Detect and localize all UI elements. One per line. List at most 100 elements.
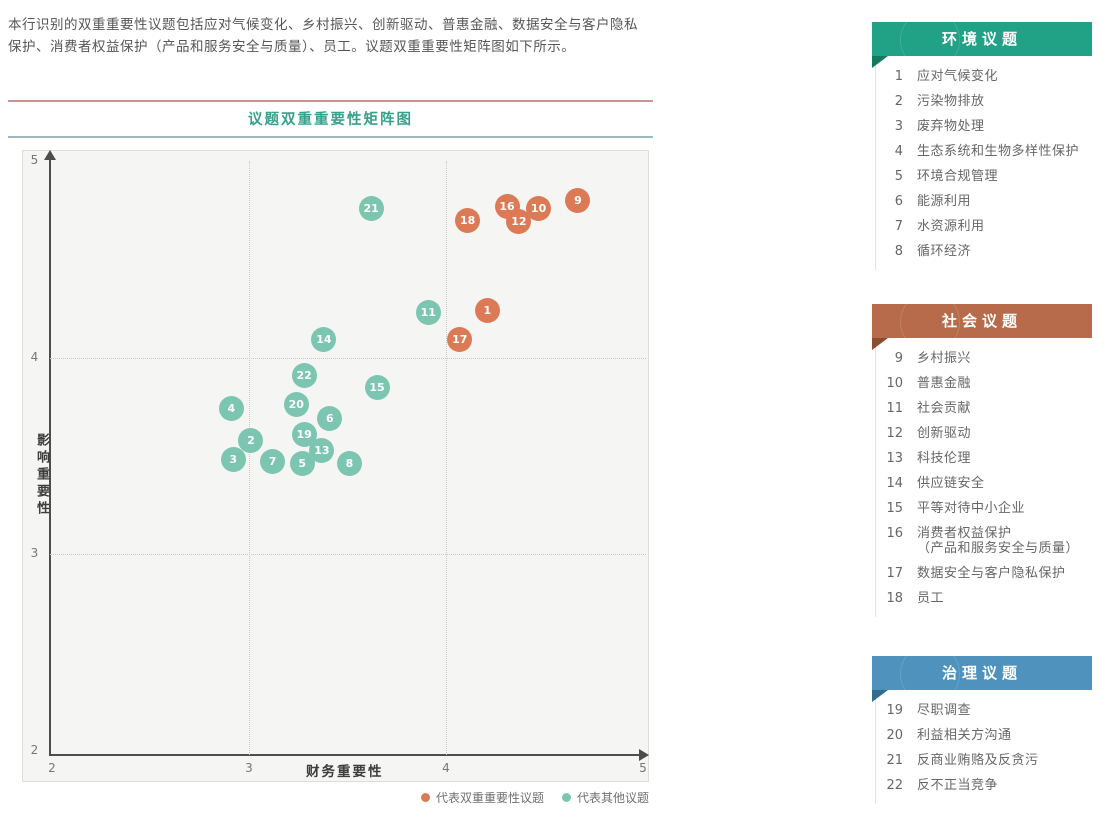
topic-number: 6 — [894, 194, 903, 209]
topic-label: 普惠金融 — [917, 376, 972, 391]
x-axis-arrow-icon — [639, 749, 649, 761]
section-header: 治理议题 — [872, 644, 1092, 704]
y-tick-label: 5 — [30, 153, 39, 167]
matrix-point: 9 — [565, 187, 591, 213]
topic-number: 13 — [886, 451, 903, 466]
legend-dot-icon — [561, 793, 571, 802]
topic-number: 21 — [886, 753, 903, 768]
topic-label: 利益相关方沟通 — [917, 728, 1012, 743]
topic-label: 污染物排放 — [917, 94, 985, 109]
topic-number: 4 — [894, 144, 903, 159]
topic-item: 15 平等对待中小企业 — [876, 496, 1100, 521]
matrix-point: 15 — [364, 374, 390, 400]
topic-item: 20 利益相关方沟通 — [876, 723, 1100, 748]
topic-number: 18 — [886, 591, 903, 606]
chart-title: 议题双重重要性矩阵图 — [248, 112, 413, 128]
topic-label: 平等对待中小企业 — [917, 501, 1026, 516]
topic-label: 科技伦理 — [917, 451, 972, 466]
matrix-point: 18 — [455, 207, 481, 233]
matrix-point: 17 — [447, 327, 473, 353]
topic-item: 10 普惠金融 — [876, 371, 1100, 396]
topic-label: 数据安全与客户隐私保护 — [917, 566, 1066, 581]
y-axis — [49, 159, 51, 756]
y-tick-label: 4 — [30, 349, 39, 364]
topic-item: 16 消费者权益保护 （产品和服务安全与质量） — [876, 521, 1100, 561]
topic-number: 15 — [886, 501, 903, 516]
sidebar-section: 治理议题 19 尽职调查 20 利益相关方沟通 21 反商业贿赂及反贪污 22 反不正当竞争 — [872, 644, 1100, 804]
y-axis-arrow-icon — [44, 150, 56, 160]
x-tick-label: 4 — [442, 761, 450, 775]
topic-item: 1 应对气候变化 — [876, 64, 1100, 89]
vertical-gridline — [446, 161, 447, 755]
section-header: 环境议题 — [872, 10, 1092, 70]
topic-label: 社会贡献 — [917, 401, 972, 416]
topic-number: 10 — [886, 376, 903, 391]
matrix-point: 12 — [506, 209, 532, 235]
x-axis — [49, 754, 641, 756]
topic-item: 7 水资源利用 — [876, 214, 1100, 239]
topic-item: 4 生态系统和生物多样性保护 — [876, 139, 1100, 164]
topic-label: 废弃物处理 — [917, 119, 985, 134]
topic-label: 应对气候变化 — [917, 69, 999, 84]
topic-label: 环境合规管理 — [917, 169, 999, 184]
horizontal-gridline — [50, 554, 646, 556]
section-header: 社会议题 — [872, 292, 1092, 352]
topic-item: 8 循环经济 — [876, 239, 1100, 264]
legend-item: 代表双重重要性议题 — [420, 789, 544, 806]
topic-number: 20 — [886, 728, 903, 743]
matrix-point: 4 — [218, 396, 244, 422]
topic-label: 循环经济 — [917, 244, 972, 259]
topic-label: 水资源利用 — [917, 219, 985, 234]
topic-number: 16 — [886, 526, 903, 541]
topic-item: 22 反不正当竞争 — [876, 773, 1100, 798]
topic-label: 员工 — [917, 591, 945, 606]
matrix-point: 11 — [415, 299, 441, 325]
topic-label: 尽职调查 — [917, 703, 972, 718]
x-tick-label: 5 — [639, 761, 647, 775]
y-axis-label: 影响重要性 — [34, 433, 49, 518]
chart-title-block: 议题双重重要性矩阵图 — [8, 100, 653, 138]
topic-label: 供应链安全 — [917, 476, 985, 491]
matrix-point: 20 — [283, 392, 309, 418]
matrix-point: 1 — [474, 297, 500, 323]
topic-label: 生态系统和生物多样性保护 — [917, 144, 1080, 159]
sidebar-section: 环境议题 1 应对气候变化 2 污染物排放 3 废弃物处理 4 生态系统和生物多样性保护 5 环境合… — [872, 10, 1100, 270]
topic-number: 11 — [886, 401, 903, 416]
topic-item: 5 环境合规管理 — [876, 164, 1100, 189]
x-axis-label: 财务重要性 — [306, 764, 384, 780]
topic-list: 19 尽职调查 20 利益相关方沟通 21 反商业贿赂及反贪污 22 反不正当竞争 — [875, 696, 1100, 804]
topic-number: 22 — [886, 778, 903, 793]
matrix-point: 3 — [220, 447, 246, 473]
topic-item: 17 数据安全与客户隐私保护 — [876, 561, 1100, 586]
topic-item: 21 反商业贿赂及反贪污 — [876, 748, 1100, 773]
topic-label: 反商业贿赂及反贪污 — [917, 753, 1039, 768]
matrix-point: 2 — [238, 427, 264, 453]
topic-label: 能源利用 — [917, 194, 972, 209]
topic-item: 12 创新驱动 — [876, 421, 1100, 446]
y-tick-label: 3 — [30, 546, 39, 561]
topic-number: 12 — [886, 426, 903, 441]
topic-label: 消费者权益保护 （产品和服务安全与质量） — [917, 526, 1080, 556]
intro-paragraph: 本行识别的双重重要性议题包括应对气候变化、乡村振兴、创新驱动、普惠金融、数据安全… — [8, 17, 638, 56]
matrix-point: 14 — [311, 327, 337, 353]
legend-label: 代表双重重要性议题 — [435, 791, 544, 805]
topic-number: 3 — [894, 119, 903, 134]
topic-item: 19 尽职调查 — [876, 698, 1100, 723]
matrix-point: 19 — [291, 421, 317, 447]
topic-item: 9 乡村振兴 — [876, 346, 1100, 371]
topic-item: 2 污染物排放 — [876, 89, 1100, 114]
topic-label: 反不正当竞争 — [917, 778, 999, 793]
materiality-matrix-chart: 影响重要性 财务重要性 2 3 4 5 2 3 4 5 1 9 10 16 12 17 18 2 3 4 5 6 7 8 1… — [22, 150, 649, 782]
title-rule-top — [8, 100, 653, 102]
matrix-point: 8 — [336, 451, 362, 477]
matrix-point: 16 — [494, 193, 520, 219]
topic-number: 2 — [894, 94, 903, 109]
matrix-point: 6 — [317, 406, 343, 432]
matrix-point: 21 — [358, 195, 384, 221]
topic-item: 11 社会贡献 — [876, 396, 1100, 421]
matrix-point: 10 — [526, 195, 552, 221]
topic-list: 9 乡村振兴 10 普惠金融 11 社会贡献 12 创新驱动 13 科技伦理 14 供应链安全 15 平等… — [875, 344, 1100, 617]
topic-number: 1 — [894, 69, 903, 84]
plot-area: 影响重要性 财务重要性 2 3 4 5 2 3 4 5 1 9 10 16 12 17 18 2 3 4 5 6 7 8 1… — [23, 150, 649, 781]
